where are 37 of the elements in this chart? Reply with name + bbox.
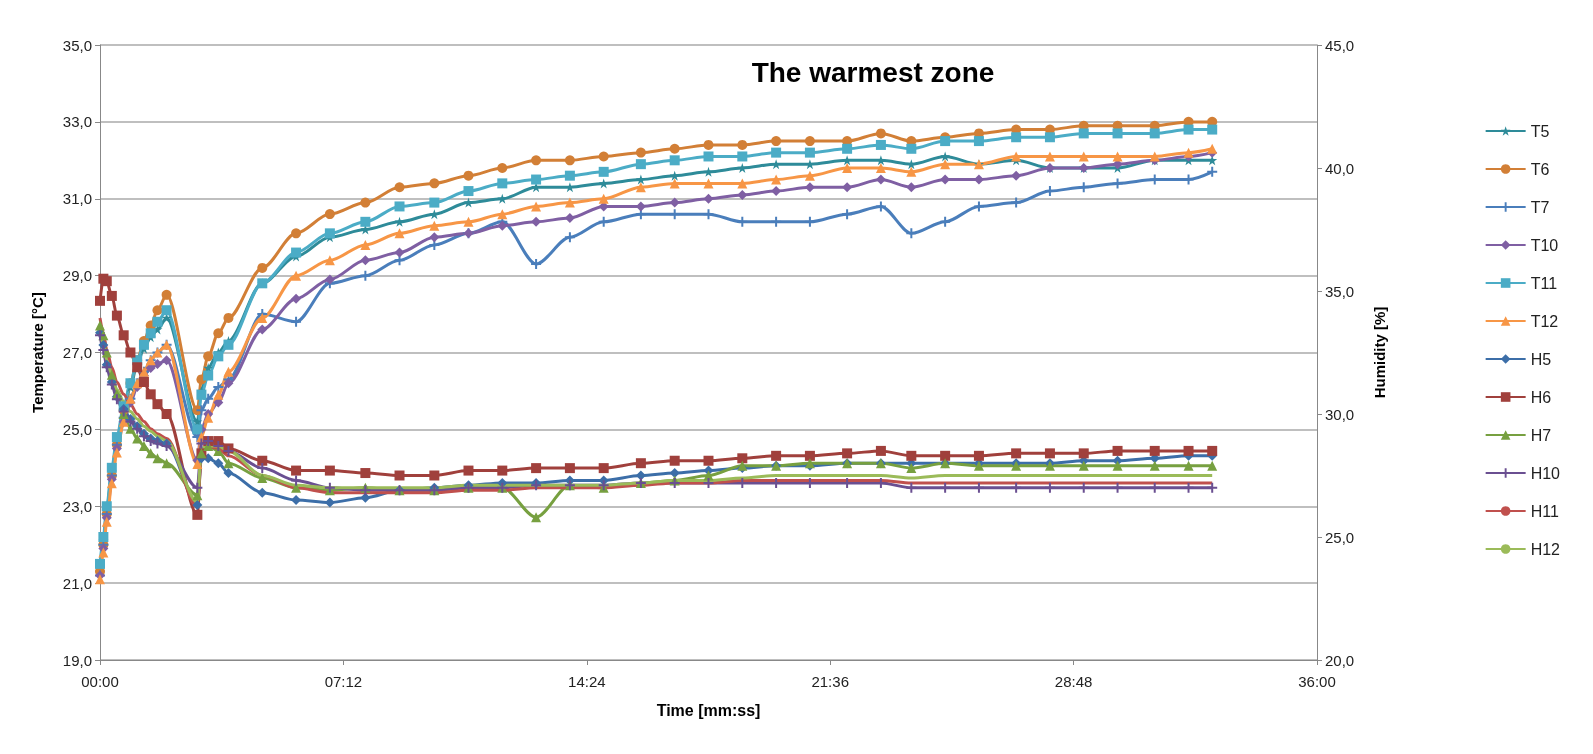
x-tick-label: 28:48 — [1054, 673, 1093, 690]
legend-label: H10 — [1530, 464, 1561, 482]
x-tick-label: 36:00 — [1298, 673, 1336, 690]
legend-label: T10 — [1530, 236, 1559, 254]
legend-label: T11 — [1530, 274, 1558, 292]
x-axis-title: Time [mm:ss] — [656, 701, 761, 719]
y2-tick-label: 30,0 — [1325, 405, 1355, 423]
legend-label: T7 — [1530, 198, 1550, 216]
legend-label: H6 — [1530, 388, 1552, 406]
y-tick-label: 29,0 — [62, 267, 92, 285]
y-tick-label: 23,0 — [62, 497, 92, 515]
y-tick-label: 21,0 — [62, 574, 92, 592]
x-tick-label: 14:24 — [568, 673, 606, 690]
y-tick-label: 27,0 — [62, 344, 92, 361]
y-axis-title: Temperature [°C] — [29, 292, 46, 413]
legend-label: T12 — [1530, 312, 1559, 330]
y-tick-label: 31,0 — [62, 190, 92, 208]
legend-label: T6 — [1530, 160, 1550, 178]
y2-tick-label: 25,0 — [1325, 528, 1355, 546]
legend-label: T5 — [1530, 122, 1550, 140]
legend-label: H5 — [1530, 350, 1552, 368]
y2-tick-label: 35,0 — [1325, 282, 1355, 300]
x-tick-label: 00:00 — [81, 673, 119, 690]
y-tick-label: 25,0 — [62, 420, 92, 438]
y-tick-label: 35,0 — [62, 36, 92, 54]
y2-tick-label: 45,0 — [1325, 36, 1355, 54]
y2-tick-label: 40,0 — [1325, 159, 1355, 177]
legend-label: H7 — [1530, 426, 1552, 444]
y2-axis-title: Humidity [%] — [1371, 306, 1388, 399]
y-tick-label: 19,0 — [62, 651, 92, 669]
y-tick-label: 33,0 — [62, 113, 92, 131]
legend-label: H12 — [1530, 540, 1561, 558]
legend-label: H11 — [1530, 502, 1559, 520]
x-tick-label: 07:12 — [324, 673, 363, 690]
x-tick-label: 21:36 — [811, 673, 849, 690]
chart-title: The warmest zone — [751, 56, 995, 88]
y2-tick-label: 20,0 — [1325, 651, 1355, 669]
